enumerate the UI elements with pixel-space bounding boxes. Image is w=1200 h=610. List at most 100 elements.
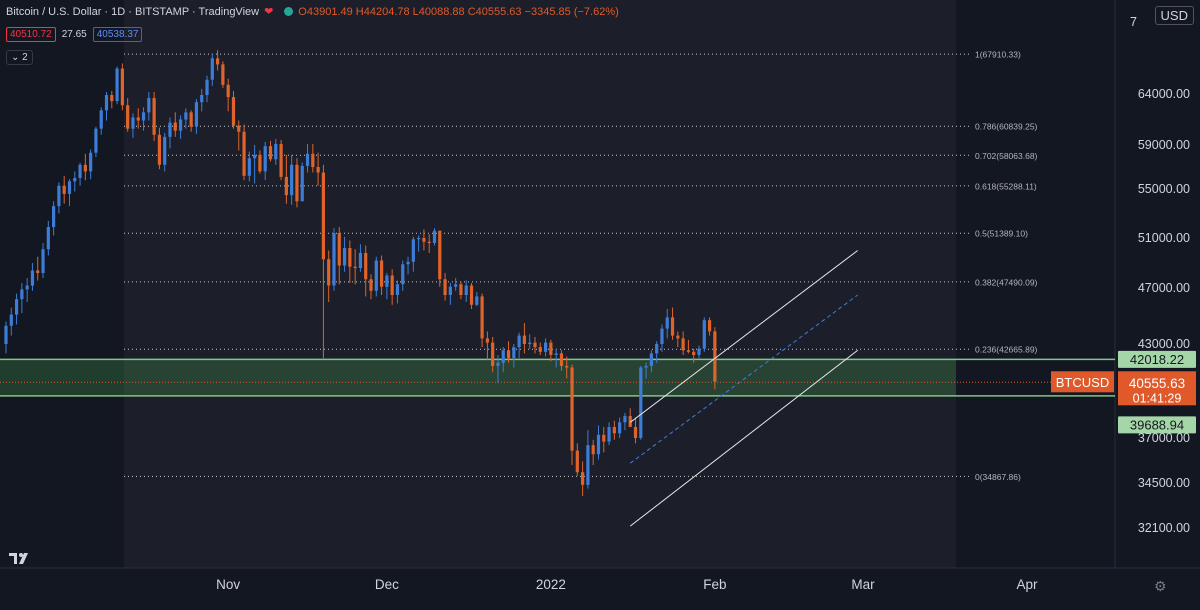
candle-body — [538, 347, 542, 352]
candle-body — [697, 348, 701, 355]
indicator-mid-value: 27.65 — [61, 29, 87, 40]
candle-body — [78, 164, 82, 178]
candle-body — [52, 206, 56, 227]
heart-icon[interactable]: ❤ — [264, 6, 274, 18]
fib-level-label: 0.702(58063.68) — [975, 151, 1038, 161]
candle-body — [99, 110, 103, 129]
candle-body — [612, 427, 616, 434]
gear-icon[interactable]: ⚙ — [1154, 578, 1167, 594]
candle-body — [321, 172, 325, 260]
candle-body — [443, 279, 447, 295]
candle-body — [337, 233, 341, 266]
candle-body — [20, 289, 24, 300]
candle-body — [406, 261, 410, 265]
fib-level-label: 0.786(60839.25) — [975, 122, 1038, 132]
candle-body — [36, 270, 40, 273]
candle-body — [707, 320, 712, 332]
candle-body — [290, 164, 294, 196]
candle-body — [332, 233, 336, 286]
candle-body — [565, 365, 569, 368]
candle-body — [379, 260, 384, 287]
candle-body — [438, 230, 442, 280]
collapse-indicators-button[interactable]: ⌄ 2 — [6, 50, 33, 65]
candle-body — [596, 434, 601, 455]
price-tick-label: 64000.00 — [1138, 87, 1190, 101]
chevron-down-icon: ⌄ — [11, 52, 20, 63]
candle-body — [247, 158, 251, 176]
price-tick-label: 32100.00 — [1138, 521, 1190, 535]
candle-body — [469, 285, 474, 305]
candle-body — [348, 248, 352, 267]
candle-body — [184, 112, 188, 120]
candle-body — [491, 342, 495, 366]
candle-body — [649, 353, 653, 366]
channel-upper-line — [629, 250, 858, 423]
candle-body — [448, 286, 452, 295]
candle-body — [295, 164, 299, 202]
candle-body — [216, 58, 220, 65]
candle-body — [200, 95, 204, 103]
candle-body — [41, 249, 45, 273]
candle-body — [14, 299, 19, 315]
zone-bottom-tag: 39688.94 — [1130, 417, 1184, 432]
candle-body — [242, 131, 246, 176]
symbol-tag-bg — [1051, 371, 1114, 393]
symbol-title[interactable]: Bitcoin / U.S. Dollar · 1D · BITSTAMP · … — [6, 5, 260, 18]
price-tick-label: 55000.00 — [1138, 182, 1190, 196]
candle-body — [316, 167, 320, 173]
candle-body — [485, 338, 489, 343]
candle-body — [401, 264, 405, 285]
candle-body — [83, 164, 87, 172]
candle-body — [586, 445, 590, 485]
candle-body — [522, 335, 527, 344]
candle-body — [618, 422, 622, 434]
candle-body — [533, 342, 537, 348]
support-zone-fill — [0, 359, 956, 396]
candle-body — [194, 102, 199, 127]
candle-body — [644, 365, 648, 368]
candle-body — [554, 353, 558, 355]
time-tick-label: Dec — [375, 577, 399, 592]
candle-body — [411, 239, 415, 262]
candle-body — [543, 342, 548, 352]
candle-body — [173, 122, 177, 131]
candle-body — [496, 362, 500, 366]
fib-level-label: 0.618(55288.11) — [975, 181, 1037, 191]
candle-body — [157, 134, 162, 165]
indicator-right-value[interactable]: 40538.37 — [92, 27, 143, 42]
candle-body — [94, 128, 98, 153]
candle-body — [147, 98, 151, 113]
candle-body — [528, 342, 532, 344]
fib-level-label: 0(34867.86) — [975, 472, 1021, 482]
candle-body — [517, 335, 521, 348]
candle-body — [221, 64, 225, 85]
candle-body — [305, 153, 310, 166]
candle-body — [205, 79, 209, 96]
indicator-left-value[interactable]: 40510.72 — [6, 27, 56, 42]
candle-body — [506, 350, 511, 359]
candle-body — [46, 226, 50, 250]
tradingview-logo-icon[interactable] — [6, 545, 32, 571]
candle-body — [67, 181, 72, 194]
candle-body — [62, 185, 66, 194]
candle-body — [665, 317, 669, 329]
time-tick-label: 2022 — [536, 577, 566, 592]
candle-body — [702, 320, 706, 349]
candle-body — [4, 325, 8, 344]
candle-body — [358, 253, 363, 268]
time-tick-label: Feb — [703, 577, 726, 592]
candle-body — [628, 416, 632, 428]
candle-body — [422, 238, 426, 242]
candle-body — [570, 367, 574, 451]
price-tick-label: 59000.00 — [1138, 138, 1190, 152]
candle-body — [141, 112, 146, 121]
candle-body — [279, 143, 283, 177]
candle-body — [327, 259, 331, 286]
candle-body — [163, 136, 167, 165]
candle-body — [639, 367, 643, 438]
candle-body — [459, 284, 463, 295]
candle-body — [104, 95, 109, 111]
currency-button[interactable]: USD — [1154, 6, 1194, 25]
